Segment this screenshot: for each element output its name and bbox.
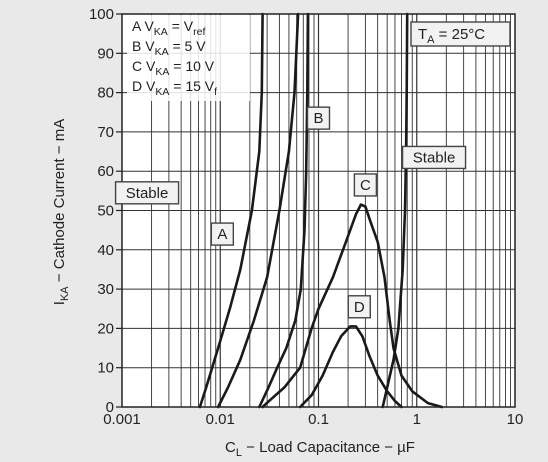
y-tick-label: 100	[89, 6, 114, 23]
x-tick-label: 1	[413, 411, 421, 428]
series-label-c: C	[353, 173, 378, 197]
svg-text:C: C	[360, 177, 371, 194]
x-tick-label: 10	[507, 411, 524, 428]
svg-text:TA = 25°C: TA = 25°C	[418, 26, 485, 46]
x-tick-label: 0.1	[308, 411, 329, 428]
curve-c	[261, 203, 444, 409]
x-axis-label: CL − Load Capacitance − µF	[225, 439, 415, 459]
svg-text:Stable: Stable	[413, 149, 456, 166]
axis-labels: CL − Load Capacitance − µF IKA − Cathode …	[51, 119, 415, 459]
curve-b-left	[258, 12, 310, 409]
y-tick-label: 80	[97, 85, 114, 102]
y-tick-label: 20	[97, 320, 114, 337]
y-tick-label: 90	[97, 45, 114, 62]
series-label-d: D	[347, 295, 371, 319]
y-tick-label: 50	[97, 203, 114, 220]
svg-text:B: B	[313, 110, 323, 127]
curve-a-right	[216, 12, 300, 409]
legend-entry-a: A VKA = Vref	[132, 18, 205, 38]
svg-text:A: A	[217, 226, 227, 243]
y-tick-label: 0	[106, 399, 114, 416]
curve-d	[298, 325, 403, 409]
legend-entry-c: C VKA = 10 V	[132, 58, 215, 78]
condition-label: TA = 25°C	[410, 21, 511, 47]
y-tick-label: 70	[97, 124, 114, 141]
y-axis-label: IKA − Cathode Current − mA	[51, 119, 71, 305]
svg-text:Stable: Stable	[126, 185, 169, 202]
y-tick-label: 40	[97, 242, 114, 259]
series-label-a: A	[210, 222, 235, 246]
y-tick-label: 60	[97, 163, 114, 180]
legend-entry-b: B VKA = 5 V	[132, 38, 206, 58]
legend-entry-d: D VKA = 15 Vf	[132, 78, 217, 98]
y-tick-label: 30	[97, 281, 114, 298]
curves	[198, 12, 444, 409]
y-tick-label: 10	[97, 360, 114, 377]
svg-text:D: D	[354, 299, 365, 316]
curve-b-right	[381, 12, 409, 409]
region-label-stable: Stable	[114, 181, 180, 205]
series-label-b: B	[306, 106, 331, 130]
region-label-stable: Stable	[401, 145, 467, 170]
curve-a-left	[198, 12, 264, 409]
x-tick-label: 0.01	[206, 411, 235, 428]
x-tick-label: 0.001	[103, 411, 141, 428]
